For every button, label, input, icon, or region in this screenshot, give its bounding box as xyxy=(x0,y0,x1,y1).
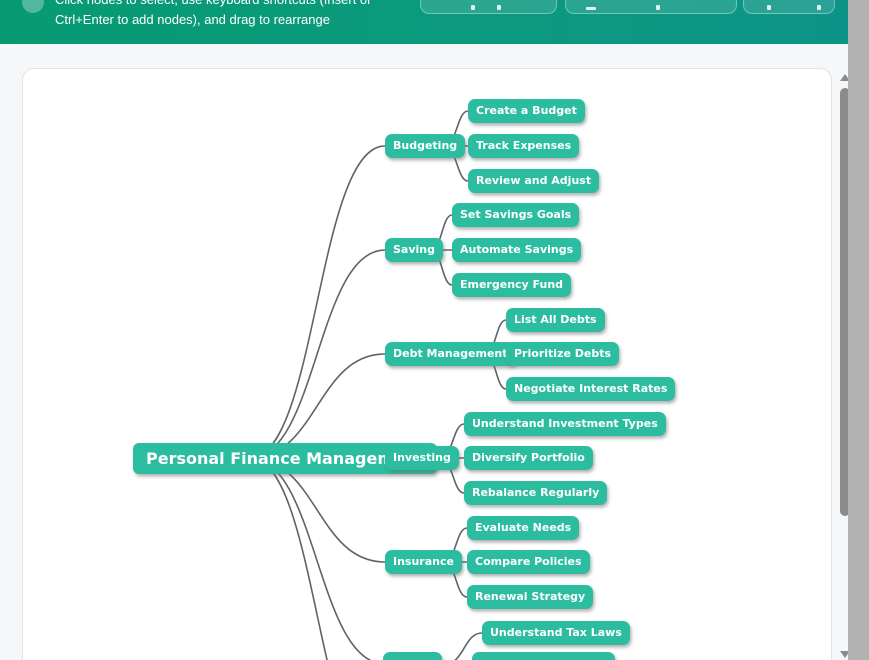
branch-node-insurance[interactable]: Insurance xyxy=(385,550,462,574)
toolbar-button-1[interactable] xyxy=(420,0,557,14)
leaf-node-review-and-adjust[interactable]: Review and Adjust xyxy=(468,169,600,193)
hint-line-2: Ctrl+Enter to add nodes), and drag to re… xyxy=(55,12,330,27)
toolbar-button-3-icon xyxy=(767,5,771,10)
leaf-node-rebalance-regularly[interactable]: Rebalance Regularly xyxy=(464,481,608,505)
leaf-node-prioritize-debts[interactable]: Prioritize Debts xyxy=(506,342,620,366)
hint-text: Click nodes to select, use keyboard shor… xyxy=(55,0,371,30)
leaf-node-renewal-strategy[interactable]: Renewal Strategy xyxy=(467,585,594,609)
leaf-node-automate-savings[interactable]: Automate Savings xyxy=(452,238,582,262)
branch-node-debt-management[interactable]: Debt Management xyxy=(385,342,516,366)
toolbar-button-3-label-stub xyxy=(817,5,821,10)
leaf-node-create-a-budget[interactable]: Create a Budget xyxy=(468,99,585,123)
leaf-node-set-savings-goals[interactable]: Set Savings Goals xyxy=(452,203,580,227)
toolbar-button-1-icon xyxy=(471,5,475,10)
scrollbar-thumb[interactable] xyxy=(840,88,850,516)
window-scrollbar-strip[interactable] xyxy=(848,0,869,660)
leaf-node-emergency-fund[interactable]: Emergency Fund xyxy=(452,273,572,297)
toolbar-button-1-label-stub xyxy=(497,5,501,10)
header-bar: Click nodes to select, use keyboard shor… xyxy=(0,0,848,44)
leaf-node-partial-bottom[interactable] xyxy=(472,652,615,660)
leaf-node-understand-tax-laws[interactable]: Understand Tax Laws xyxy=(482,621,630,645)
scrollbar-down-arrow-icon[interactable] xyxy=(840,651,850,658)
branch-node-saving[interactable]: Saving xyxy=(385,238,443,262)
leaf-node-diversify-portfolio[interactable]: Diversify Portfolio xyxy=(464,446,593,470)
toolbar-button-2-label-stub xyxy=(656,5,660,10)
leaf-node-negotiate-interest-rates[interactable]: Negotiate Interest Rates xyxy=(506,377,676,401)
branch-node-investing[interactable]: Investing xyxy=(385,446,459,470)
branch-node-budgeting[interactable]: Budgeting xyxy=(385,134,466,158)
toolbar-button-2-icon xyxy=(586,7,596,10)
scrollbar-up-arrow-icon[interactable] xyxy=(840,74,850,81)
leaf-node-understand-investment-types[interactable]: Understand Investment Types xyxy=(464,412,666,436)
leaf-node-evaluate-needs[interactable]: Evaluate Needs xyxy=(467,516,580,540)
branch-node-partial-bottom[interactable] xyxy=(383,652,442,660)
toolbar-button-2[interactable] xyxy=(565,0,737,14)
hint-line-1: Click nodes to select, use keyboard shor… xyxy=(55,0,371,10)
info-icon xyxy=(22,0,44,13)
toolbar-button-3[interactable] xyxy=(743,0,835,14)
leaf-node-track-expenses[interactable]: Track Expenses xyxy=(468,134,580,158)
leaf-node-compare-policies[interactable]: Compare Policies xyxy=(467,550,590,574)
leaf-node-list-all-debts[interactable]: List All Debts xyxy=(506,308,605,332)
